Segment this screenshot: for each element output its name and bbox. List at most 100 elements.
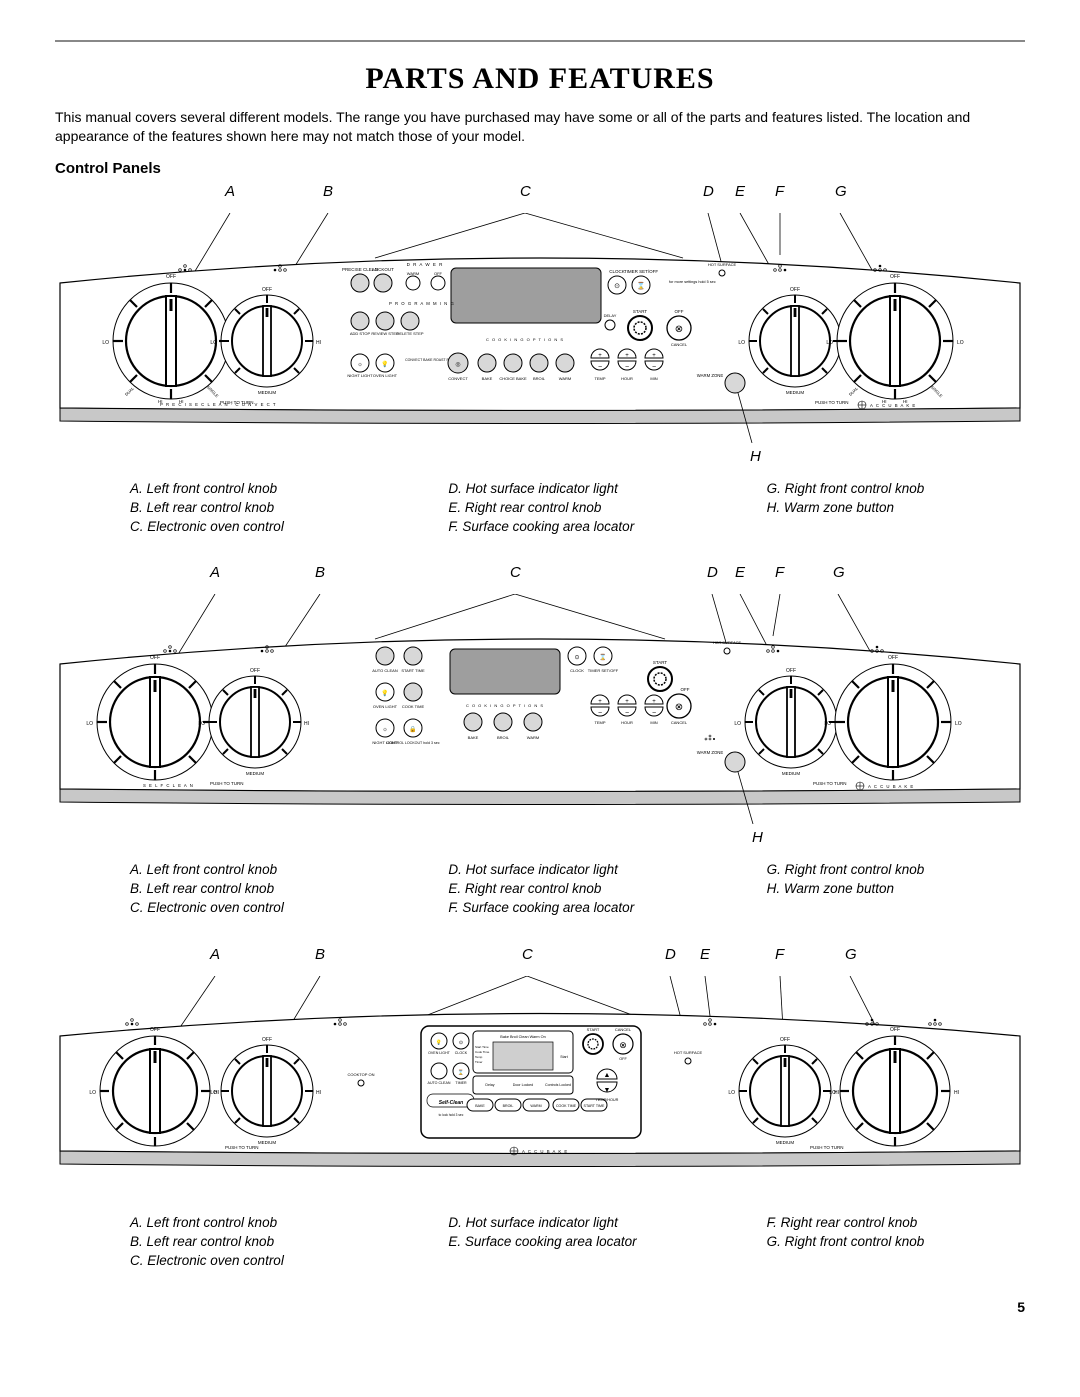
svg-text:CANCEL: CANCEL: [671, 720, 688, 725]
legend-item: H. Warm zone button: [767, 880, 1025, 899]
svg-text:Bake Broil Clean Warm: Bake Broil Clean Warm On: [500, 1035, 545, 1039]
svg-text:OFF: OFF: [780, 1037, 790, 1043]
legend-item: E. Right rear control knob: [448, 499, 706, 518]
svg-text:START: START: [633, 309, 648, 314]
svg-text:☼: ☼: [357, 362, 363, 368]
panel-3-svg: OFF LOHI OFFLOHI MEDIUM PUSH TO TURN COO…: [55, 976, 1025, 1196]
svg-text:HOUR: HOUR: [621, 720, 633, 725]
svg-text:MEDIUM: MEDIUM: [258, 1140, 276, 1145]
callout-G: G: [833, 564, 845, 581]
svg-text:−: −: [652, 364, 656, 371]
svg-text:TIMER SET/OFF: TIMER SET/OFF: [624, 269, 659, 274]
svg-text:Controls Locked: Controls Locked: [545, 1083, 571, 1087]
callout-A: A: [210, 946, 220, 963]
callout-B: B: [315, 564, 325, 581]
svg-text:OFF: OFF: [890, 1027, 900, 1033]
svg-text:LO: LO: [829, 1090, 836, 1096]
svg-text:OFF: OFF: [250, 668, 260, 674]
intro-text: This manual covers several different mod…: [55, 108, 1025, 146]
svg-text:COOK TIME: COOK TIME: [402, 704, 425, 709]
svg-text:OFF: OFF: [681, 687, 690, 692]
svg-text:+: +: [598, 353, 602, 359]
svg-text:LO: LO: [89, 1090, 96, 1096]
svg-text:+: +: [652, 699, 656, 705]
svg-text:BROIL: BROIL: [503, 1104, 514, 1108]
callout-D: D: [707, 564, 718, 581]
svg-text:OFF: OFF: [150, 655, 160, 661]
svg-text:☼: ☼: [382, 727, 388, 733]
svg-text:BAKE: BAKE: [482, 376, 493, 381]
svg-text:+: +: [625, 699, 629, 705]
panel-2-legend: A. Left front control knob B. Left rear …: [55, 861, 1025, 918]
legend-item: A. Left front control knob: [130, 1214, 388, 1233]
svg-text:OFF: OFF: [434, 271, 443, 276]
callout-E: E: [735, 564, 745, 581]
callout-H: H: [752, 829, 763, 846]
svg-text:C O O K I N G O P T I O N S: C O O K I N G O P T I O N S: [486, 337, 564, 342]
legend-item: D. Hot surface indicator light: [448, 861, 706, 880]
svg-text:◎: ◎: [455, 362, 460, 368]
svg-text:−: −: [625, 710, 629, 717]
svg-text:P R O G R A M M I N G: P R O G R A M M I N G: [389, 301, 455, 306]
svg-text:⊗: ⊗: [675, 324, 683, 335]
svg-text:Delay: Delay: [485, 1083, 494, 1087]
panel-1-svg: OFF LO LO DUAL HI HI SINGLE OFF LO: [55, 213, 1025, 448]
callout-A: A: [210, 564, 220, 581]
svg-text:AUTO CLEAN: AUTO CLEAN: [428, 1081, 451, 1085]
svg-text:MEDIUM: MEDIUM: [782, 771, 800, 776]
svg-text:BAKE: BAKE: [475, 1104, 485, 1108]
legend-item: D. Hot surface indicator light: [448, 1214, 706, 1233]
svg-text:LO: LO: [198, 721, 205, 727]
svg-text:HOUR: HOUR: [621, 376, 633, 381]
svg-text:OFF: OFF: [888, 655, 898, 661]
svg-text:⊗: ⊗: [675, 702, 683, 713]
svg-text:WARM: WARM: [559, 376, 572, 381]
page-number: 5: [1017, 1299, 1025, 1315]
svg-text:CANCEL: CANCEL: [671, 342, 688, 347]
svg-text:▼: ▼: [604, 1087, 611, 1094]
svg-text:PUSH TO TURN: PUSH TO TURN: [810, 1145, 844, 1150]
svg-text:START: START: [587, 1027, 600, 1032]
svg-text:TEMP: TEMP: [594, 720, 605, 725]
svg-text:💡: 💡: [381, 689, 388, 697]
svg-text:OFF: OFF: [619, 1057, 627, 1061]
callout-F: F: [775, 564, 784, 581]
legend-item: C. Electronic oven control: [130, 518, 388, 537]
callout-A: A: [225, 183, 235, 200]
svg-text:OFF: OFF: [262, 1037, 272, 1043]
panel-1-legend: A. Left front control knob B. Left rear …: [55, 480, 1025, 537]
svg-text:MIN: MIN: [650, 720, 657, 725]
svg-text:MEDIUM: MEDIUM: [786, 390, 804, 395]
svg-text:LO: LO: [728, 1090, 735, 1096]
svg-text:⊙: ⊙: [614, 283, 620, 290]
panel-2-svg: OFF LOLO OFF LOHI MEDIUM PUSH TO TURN AU…: [55, 594, 1025, 829]
svg-text:REVIEW STEP: REVIEW STEP: [371, 331, 399, 336]
svg-text:⊙: ⊙: [574, 655, 579, 661]
svg-text:LOCKOUT: LOCKOUT: [372, 267, 394, 272]
svg-text:−: −: [598, 364, 602, 371]
svg-text:⌛: ⌛: [599, 653, 606, 661]
svg-text:START TIME: START TIME: [584, 1104, 606, 1108]
svg-text:COOKTOP ON: COOKTOP ON: [348, 1072, 375, 1077]
panel-1-h-callout: H: [55, 448, 1025, 470]
svg-text:OFF: OFF: [786, 668, 796, 674]
svg-text:LO: LO: [86, 721, 93, 727]
svg-text:🔒: 🔒: [409, 725, 416, 733]
svg-text:COOK TIME: COOK TIME: [556, 1104, 577, 1108]
svg-text:BROIL: BROIL: [497, 735, 510, 740]
svg-text:WARM: WARM: [530, 1104, 541, 1108]
svg-text:LO: LO: [210, 1090, 217, 1096]
svg-text:CLOCK: CLOCK: [455, 1051, 468, 1055]
panel-3-block: A B C D E F G: [55, 946, 1025, 1271]
svg-text:⊙: ⊙: [459, 1040, 463, 1046]
svg-text:PUSH TO TURN: PUSH TO TURN: [815, 400, 849, 405]
svg-text:CANCEL: CANCEL: [615, 1027, 632, 1032]
svg-text:+: +: [625, 353, 629, 359]
callout-E: E: [700, 946, 710, 963]
callout-C: C: [522, 946, 533, 963]
svg-text:−: −: [625, 364, 629, 371]
legend-item: C. Electronic oven control: [130, 1252, 388, 1271]
svg-text:CONVECT: CONVECT: [448, 376, 468, 381]
svg-text:NIGHT LIGHT: NIGHT LIGHT: [347, 373, 373, 378]
callout-D: D: [703, 183, 714, 200]
